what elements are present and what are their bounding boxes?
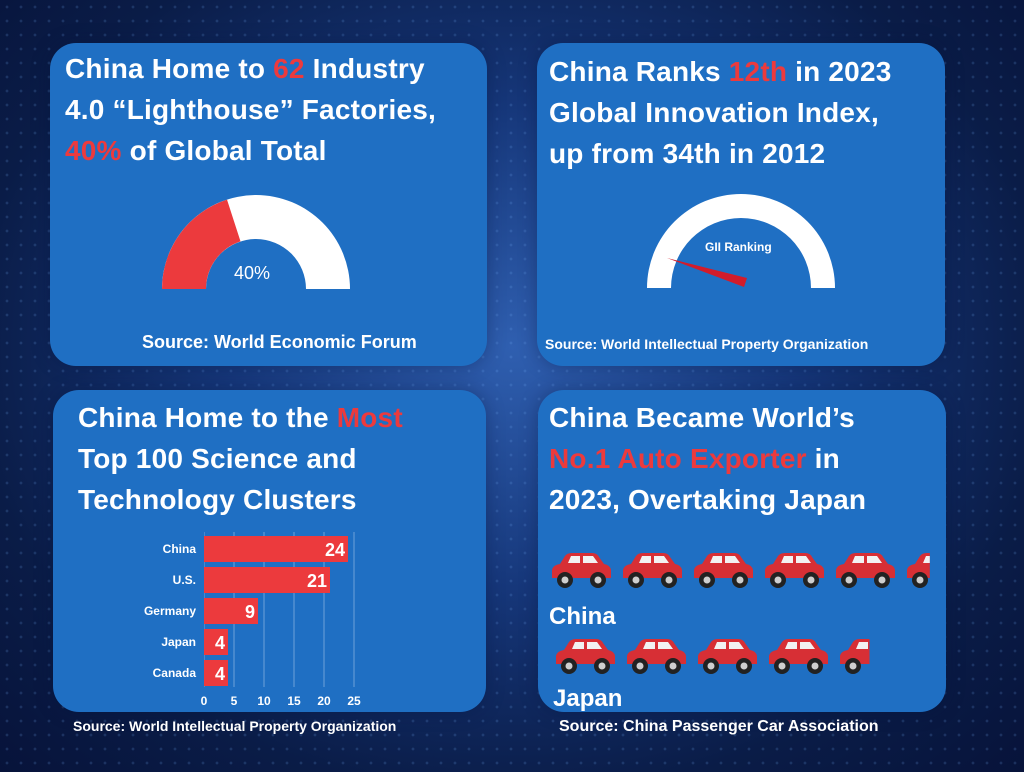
gii-gauge bbox=[647, 194, 835, 288]
x-tick-label: 15 bbox=[287, 694, 301, 708]
bar bbox=[204, 567, 330, 593]
title-text: China Home to bbox=[65, 53, 274, 84]
title-text: of Global Total bbox=[121, 135, 327, 166]
car-icon bbox=[694, 553, 753, 588]
title-highlight: 40% bbox=[65, 135, 122, 166]
japan-cars-row bbox=[556, 639, 870, 674]
bar-category-label: Japan bbox=[161, 635, 196, 649]
source-credit: Source: World Intellectual Property Orga… bbox=[545, 336, 869, 352]
bar-category-label: Germany bbox=[143, 604, 196, 618]
car-icon bbox=[698, 639, 757, 674]
car-icon-partial bbox=[840, 639, 870, 674]
japan-label: Japan bbox=[553, 685, 623, 712]
x-tick-label: 10 bbox=[257, 694, 271, 708]
bar-value-label: 24 bbox=[325, 540, 345, 560]
title-highlight: 62 bbox=[273, 53, 305, 84]
title-text: Technology Clusters bbox=[78, 484, 357, 515]
title-text: up from 34th in 2012 bbox=[549, 138, 826, 169]
china-cars-row bbox=[552, 553, 930, 588]
source-credit: Source: World Economic Forum bbox=[142, 332, 417, 352]
car-icon bbox=[836, 553, 895, 588]
car-icon-partial bbox=[907, 553, 930, 588]
car-icon bbox=[765, 553, 824, 588]
car-icon bbox=[552, 553, 611, 588]
bar-category-label: China bbox=[162, 542, 196, 556]
title-text: 2023, Overtaking Japan bbox=[549, 484, 867, 515]
lighthouse-gauge bbox=[162, 195, 350, 289]
title-text: China Ranks bbox=[549, 56, 729, 87]
car-icon bbox=[769, 639, 828, 674]
title-text: 4.0 “Lighthouse” Factories, bbox=[65, 94, 437, 125]
bar-value-label: 4 bbox=[215, 633, 225, 653]
title-text: Global Innovation Index, bbox=[549, 97, 879, 128]
title-text: China Home to the bbox=[78, 402, 337, 433]
title-highlight: Most bbox=[336, 402, 403, 433]
lighthouse-title: China Home to 62 Industry 4.0 “Lighthous… bbox=[65, 48, 485, 171]
bar bbox=[204, 536, 348, 562]
car-icon bbox=[556, 639, 615, 674]
clusters-title: China Home to the Most Top 100 Science a… bbox=[78, 397, 478, 520]
bar bbox=[204, 660, 228, 686]
title-highlight: No.1 Auto Exporter bbox=[549, 443, 807, 474]
gauge-track bbox=[647, 194, 835, 288]
china-label: China bbox=[549, 603, 616, 630]
title-text: in bbox=[806, 443, 840, 474]
gauge-value-label: 40% bbox=[234, 263, 271, 283]
car-icon bbox=[627, 639, 686, 674]
gii-title: China Ranks 12th in 2023 Global Innovati… bbox=[549, 51, 939, 174]
bar-category-label: U.S. bbox=[172, 573, 196, 587]
auto-export-title: China Became World’s No.1 Auto Exporter … bbox=[549, 397, 939, 520]
car-icon bbox=[623, 553, 682, 588]
x-tick-label: 20 bbox=[317, 694, 331, 708]
gauge-fill bbox=[162, 199, 241, 289]
bar-category-label: Canada bbox=[152, 666, 196, 680]
title-text: Industry bbox=[304, 53, 425, 84]
title-text: Top 100 Science and bbox=[78, 443, 357, 474]
bar bbox=[204, 598, 258, 624]
bar bbox=[204, 629, 228, 655]
source-credit: Source: China Passenger Car Association bbox=[559, 718, 879, 735]
x-tick-label: 5 bbox=[230, 694, 238, 708]
gauge-caption: GII Ranking bbox=[705, 240, 772, 254]
bar-value-label: 4 bbox=[215, 664, 225, 684]
source-credit: Source: World Intellectual Property Orga… bbox=[73, 718, 397, 734]
gauge-needle bbox=[667, 258, 747, 287]
x-tick-label: 25 bbox=[347, 694, 361, 708]
title-text: in 2023 bbox=[787, 56, 892, 87]
title-highlight: 12th bbox=[728, 56, 788, 87]
bar-value-label: 9 bbox=[245, 602, 255, 622]
x-tick-label: 0 bbox=[200, 694, 208, 708]
bar-value-label: 21 bbox=[307, 571, 327, 591]
title-text: China Became World’s bbox=[549, 402, 855, 433]
